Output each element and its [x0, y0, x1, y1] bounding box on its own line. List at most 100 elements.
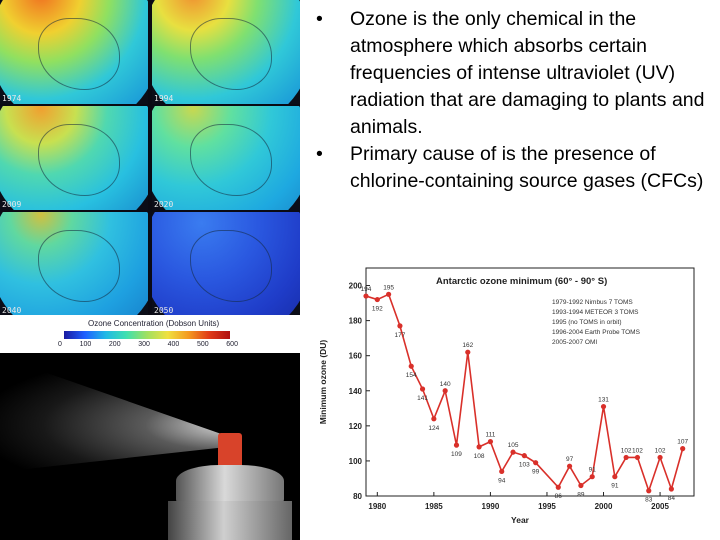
- x-tick-label: 2005: [651, 502, 669, 511]
- data-label: 108: [474, 453, 485, 460]
- spray-nozzle: [218, 433, 242, 467]
- y-tick-label: 180: [349, 317, 363, 326]
- north-america-outline: [190, 18, 272, 90]
- ozone-color-scale: Ozone Concentration (Dobson Units) 0 100 2…: [0, 315, 300, 353]
- data-label: 86: [555, 493, 563, 500]
- data-point: [386, 291, 392, 297]
- globe-1994: 1994: [152, 0, 300, 104]
- globe-year-label: 2020: [154, 200, 174, 209]
- scale-gradient-bar: [64, 331, 230, 339]
- globe-year-label: 1974: [2, 94, 22, 103]
- antarctic-ozone-chart: Antarctic ozone minimum (60° - 90° S) 80 1…: [318, 267, 695, 525]
- data-point: [419, 386, 426, 392]
- globe-2050: 2050: [152, 212, 300, 316]
- data-label: 192: [372, 306, 383, 313]
- chart-title: Antarctic ozone minimum (60° - 90° S): [436, 276, 607, 287]
- globe-2009: 2009: [0, 106, 148, 210]
- data-label: 102: [632, 447, 643, 454]
- x-tick-label: 1995: [538, 502, 556, 511]
- data-point: [668, 486, 674, 492]
- globe-2040: 2040: [0, 212, 148, 316]
- data-point: [566, 463, 573, 469]
- bullet-list: • Ozone is the only chemical in the atmos…: [312, 6, 712, 195]
- bullet-item: • Ozone is the only chemical in the atmos…: [316, 8, 705, 138]
- globe-1974: 1974: [0, 0, 148, 104]
- data-point: [646, 488, 652, 494]
- spray-can-body: [168, 501, 292, 540]
- data-point: [510, 449, 516, 455]
- spray-mist: [0, 353, 230, 473]
- data-label: 162: [462, 342, 473, 349]
- north-america-outline: [38, 230, 120, 302]
- legend-entry: 1979-1992 Nimbus 7 TOMS: [552, 299, 633, 306]
- globe-year-label: 2040: [2, 306, 22, 315]
- legend-entry: 2005-2007 OMI: [552, 339, 597, 346]
- data-point: [589, 474, 595, 480]
- north-america-outline: [38, 124, 120, 196]
- data-point: [533, 460, 539, 466]
- y-tick-label: 160: [349, 352, 363, 361]
- data-point: [442, 388, 448, 394]
- data-point: [408, 363, 414, 369]
- data-label: 94: [498, 477, 506, 484]
- data-label: 91: [589, 467, 597, 474]
- x-tick-label: 1990: [482, 502, 500, 511]
- series-line: [365, 293, 684, 494]
- scale-tick-label: 0: [58, 341, 62, 348]
- data-label: 89: [577, 491, 585, 498]
- data-point: [465, 349, 471, 355]
- data-label: 124: [428, 425, 439, 432]
- north-america-outline: [190, 124, 272, 196]
- data-point: [600, 403, 607, 410]
- scale-tick-label: 200: [108, 341, 121, 348]
- data-label: 102: [655, 447, 666, 454]
- scale-tick-label: 600: [226, 341, 238, 348]
- data-label: 107: [677, 439, 688, 446]
- plot-frame: [365, 267, 695, 497]
- data-point: [431, 416, 437, 422]
- data-point: [578, 482, 584, 489]
- data-label: 141: [417, 395, 428, 402]
- bullet-item: • Primary cause of is the presence of chl…: [316, 143, 704, 192]
- spray-can-top: [176, 465, 284, 505]
- data-label: 97: [566, 456, 574, 463]
- y-axis-label: Minimum ozone (DU): [318, 340, 328, 425]
- data-label: 84: [668, 495, 676, 502]
- globe-2020: 2020: [152, 106, 300, 210]
- data-point: [453, 442, 460, 448]
- y-tick-label: 120: [349, 422, 363, 431]
- globe-year-label: 2009: [2, 200, 22, 209]
- scale-tick-label: 400: [167, 341, 180, 348]
- globe-year-label: 2050: [154, 306, 174, 315]
- data-label: 102: [621, 447, 632, 454]
- scale-tick-label: 100: [79, 341, 92, 348]
- legend-entry: 1996-2004 Earth Probe TOMS: [552, 329, 641, 336]
- x-tick-label: 1985: [425, 502, 443, 511]
- globe-year-label: 1994: [154, 94, 174, 103]
- data-point: [623, 454, 629, 461]
- data-point: [680, 446, 686, 452]
- scale-tick-label: 300: [138, 341, 150, 348]
- data-point: [487, 439, 494, 445]
- data-label: 111: [485, 432, 495, 439]
- data-point: [555, 484, 561, 490]
- y-tick-label: 80: [353, 492, 362, 501]
- data-label: 195: [383, 284, 394, 291]
- data-label: 140: [440, 381, 451, 388]
- bullet-text: Primary cause of is the presence of chlo…: [350, 143, 704, 192]
- y-tick-label: 100: [349, 457, 363, 466]
- x-axis-label: Year: [511, 515, 530, 525]
- data-label: 194: [361, 286, 372, 293]
- data-label: 109: [451, 451, 462, 458]
- legend-entry: 1993-1994 METEOR 3 TOMS: [552, 309, 639, 316]
- data-point: [499, 468, 505, 475]
- scale-title: Ozone Concentration (Dobson Units): [88, 319, 220, 328]
- bullet-text: Ozone is the only chemical in the atmosp…: [350, 8, 705, 138]
- data-label: 105: [508, 442, 519, 449]
- data-label: 177: [395, 332, 406, 339]
- x-tick-label: 2000: [595, 502, 613, 511]
- data-point: [397, 323, 403, 329]
- data-label: 83: [645, 497, 653, 504]
- data-point: [374, 296, 380, 303]
- data-label: 131: [598, 397, 609, 404]
